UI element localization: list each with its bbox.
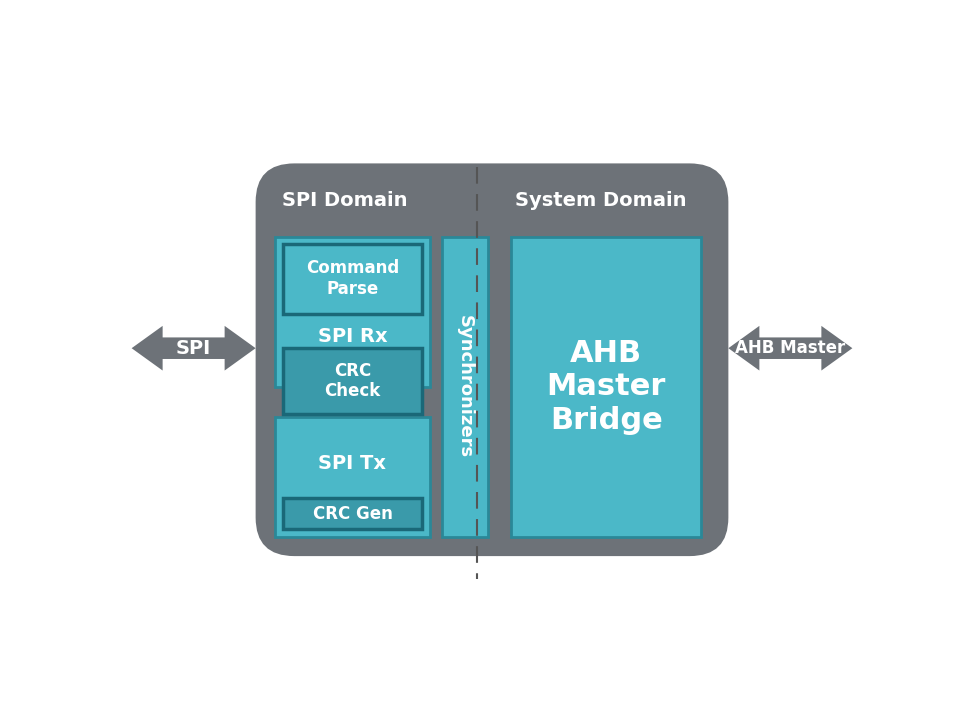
Polygon shape xyxy=(132,326,255,371)
Text: SPI: SPI xyxy=(176,338,211,358)
Polygon shape xyxy=(729,326,852,371)
Bar xyxy=(442,237,488,537)
Bar xyxy=(283,498,422,529)
Text: Command
Parse: Command Parse xyxy=(306,259,399,298)
Bar xyxy=(275,237,430,387)
FancyBboxPatch shape xyxy=(255,163,729,556)
Bar xyxy=(512,237,701,537)
Text: System Domain: System Domain xyxy=(515,191,686,210)
Text: AHB
Master
Bridge: AHB Master Bridge xyxy=(546,338,666,435)
Bar xyxy=(275,418,430,537)
Text: CRC Gen: CRC Gen xyxy=(313,505,393,523)
Text: SPI Tx: SPI Tx xyxy=(319,454,387,473)
Text: SPI Rx: SPI Rx xyxy=(318,327,387,346)
Text: CRC
Check: CRC Check xyxy=(324,361,380,400)
Text: AHB Master: AHB Master xyxy=(735,339,846,357)
Bar xyxy=(283,244,422,313)
Text: SPI Domain: SPI Domain xyxy=(282,191,407,210)
Text: Synchronizers: Synchronizers xyxy=(456,315,474,458)
Bar xyxy=(283,348,422,414)
